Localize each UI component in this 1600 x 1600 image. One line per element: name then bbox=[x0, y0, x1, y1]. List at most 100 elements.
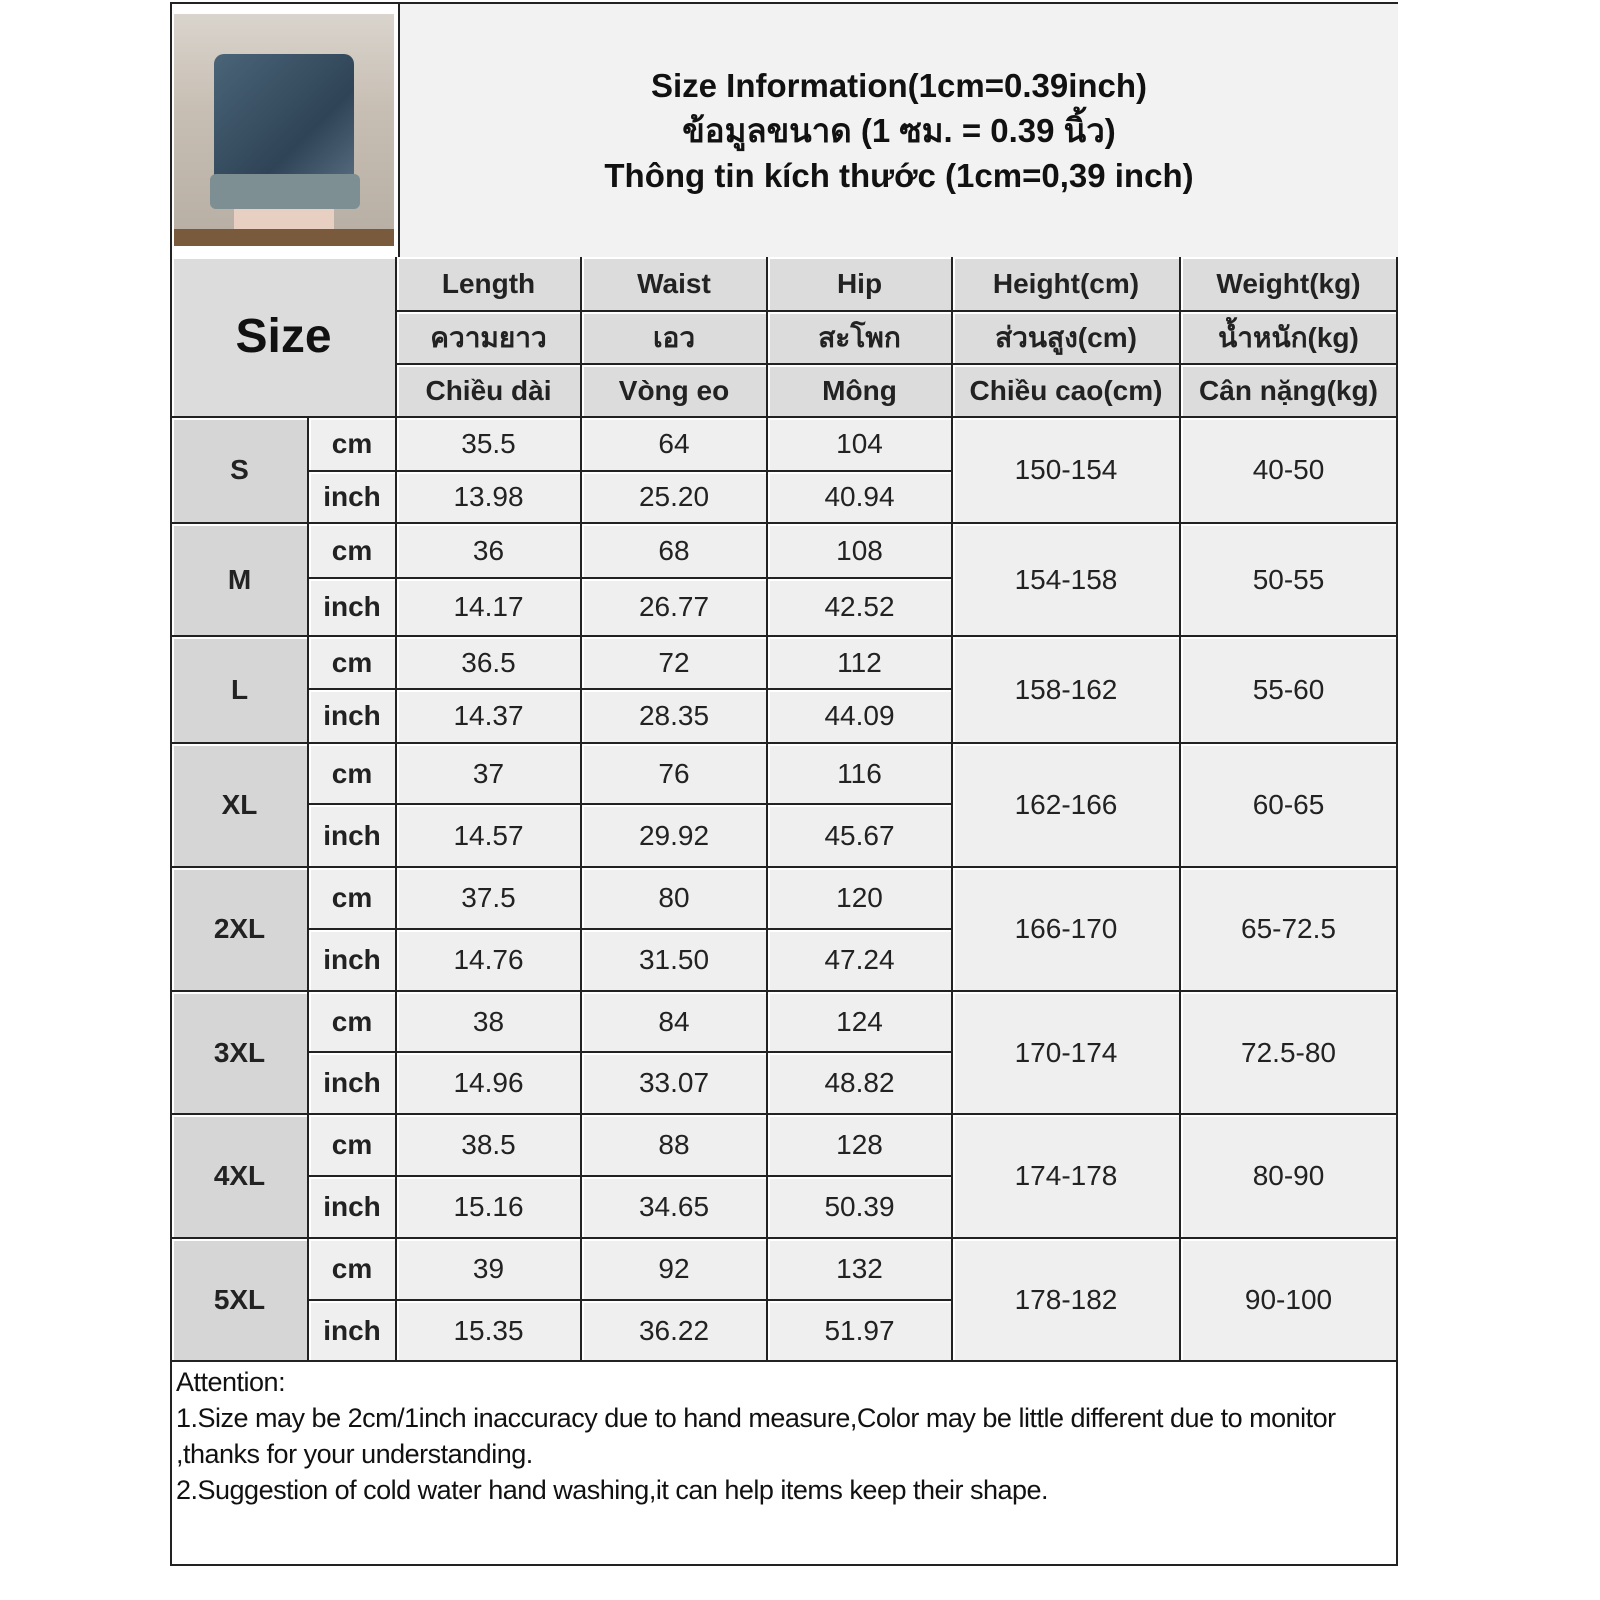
inch-value: 14.57 bbox=[397, 805, 582, 868]
unit-cm: cm bbox=[309, 868, 397, 930]
title-th: ข้อมูลขนาด (1 ซม. = 0.39 นิ้ว) bbox=[682, 112, 1116, 149]
cm-value: 112 bbox=[768, 637, 953, 690]
height-range: 178-182 bbox=[953, 1239, 1181, 1362]
weight-range: 40-50 bbox=[1181, 418, 1396, 524]
attention-notes: Attention: 1.Size may be 2cm/1inch inacc… bbox=[176, 1364, 1386, 1508]
column-header-vi: Chiều dài bbox=[397, 365, 582, 418]
cm-value: 72 bbox=[582, 637, 768, 690]
chart-header: Size Information(1cm=0.39inch) ข้อมูลขนา… bbox=[172, 4, 1398, 259]
column-header-th: สะโพก bbox=[768, 312, 953, 365]
attention-heading: Attention: bbox=[176, 1367, 286, 1397]
column-header-th: น้ำหนัก(kg) bbox=[1181, 312, 1396, 365]
inch-value: 31.50 bbox=[582, 930, 768, 992]
weight-range: 72.5-80 bbox=[1181, 992, 1396, 1115]
cm-value: 38.5 bbox=[397, 1115, 582, 1177]
inch-value: 47.24 bbox=[768, 930, 953, 992]
column-header-en: Hip bbox=[768, 257, 953, 312]
cm-value: 36.5 bbox=[397, 637, 582, 690]
inch-value: 14.76 bbox=[397, 930, 582, 992]
column-header-th: ความยาว bbox=[397, 312, 582, 365]
cm-value: 80 bbox=[582, 868, 768, 930]
cm-value: 36 bbox=[397, 524, 582, 579]
size-label: S bbox=[172, 418, 309, 524]
cm-value: 88 bbox=[582, 1115, 768, 1177]
column-header-vi: Chiều cao(cm) bbox=[953, 365, 1181, 418]
size-table: Size Length Waist Hip Height(cm) Weight(kg) คว… bbox=[172, 257, 1396, 1362]
cm-value: 38 bbox=[397, 992, 582, 1053]
cm-value: 35.5 bbox=[397, 418, 582, 472]
height-range: 154-158 bbox=[953, 524, 1181, 637]
size-label: 3XL bbox=[172, 992, 309, 1115]
inch-value: 14.17 bbox=[397, 579, 582, 637]
height-range: 162-166 bbox=[953, 744, 1181, 868]
size-header: Size bbox=[172, 257, 397, 418]
inch-value: 48.82 bbox=[768, 1053, 953, 1115]
size-label: 5XL bbox=[172, 1239, 309, 1362]
unit-inch: inch bbox=[309, 579, 397, 637]
inch-value: 36.22 bbox=[582, 1301, 768, 1362]
weight-range: 55-60 bbox=[1181, 637, 1396, 744]
cm-value: 116 bbox=[768, 744, 953, 805]
height-range: 166-170 bbox=[953, 868, 1181, 992]
weight-range: 65-72.5 bbox=[1181, 868, 1396, 992]
inch-value: 26.77 bbox=[582, 579, 768, 637]
size-chart: Size Information(1cm=0.39inch) ข้อมูลขนา… bbox=[170, 2, 1398, 1566]
unit-inch: inch bbox=[309, 805, 397, 868]
cm-value: 128 bbox=[768, 1115, 953, 1177]
inch-value: 42.52 bbox=[768, 579, 953, 637]
attention-note-1: 1.Size may be 2cm/1inch inaccuracy due t… bbox=[176, 1403, 1336, 1469]
unit-inch: inch bbox=[309, 1177, 397, 1239]
cm-value: 37 bbox=[397, 744, 582, 805]
column-header-th: เอว bbox=[582, 312, 768, 365]
inch-value: 25.20 bbox=[582, 472, 768, 524]
product-photo bbox=[174, 14, 394, 246]
weight-range: 50-55 bbox=[1181, 524, 1396, 637]
inch-value: 51.97 bbox=[768, 1301, 953, 1362]
cm-value: 108 bbox=[768, 524, 953, 579]
size-label: M bbox=[172, 524, 309, 637]
size-label: L bbox=[172, 637, 309, 744]
unit-inch: inch bbox=[309, 472, 397, 524]
weight-range: 80-90 bbox=[1181, 1115, 1396, 1239]
cm-value: 120 bbox=[768, 868, 953, 930]
inch-value: 33.07 bbox=[582, 1053, 768, 1115]
unit-cm: cm bbox=[309, 1115, 397, 1177]
title-box: Size Information(1cm=0.39inch) ข้อมูลขนา… bbox=[398, 4, 1398, 257]
inch-value: 15.16 bbox=[397, 1177, 582, 1239]
height-range: 158-162 bbox=[953, 637, 1181, 744]
weight-range: 90-100 bbox=[1181, 1239, 1396, 1362]
unit-cm: cm bbox=[309, 1239, 397, 1301]
column-header-en: Waist bbox=[582, 257, 768, 312]
cm-value: 76 bbox=[582, 744, 768, 805]
inch-value: 44.09 bbox=[768, 690, 953, 744]
inch-value: 28.35 bbox=[582, 690, 768, 744]
inch-value: 40.94 bbox=[768, 472, 953, 524]
unit-cm: cm bbox=[309, 637, 397, 690]
inch-value: 50.39 bbox=[768, 1177, 953, 1239]
cm-value: 92 bbox=[582, 1239, 768, 1301]
cm-value: 84 bbox=[582, 992, 768, 1053]
unit-inch: inch bbox=[309, 690, 397, 744]
height-range: 174-178 bbox=[953, 1115, 1181, 1239]
height-range: 170-174 bbox=[953, 992, 1181, 1115]
size-label: XL bbox=[172, 744, 309, 868]
size-label: 2XL bbox=[172, 868, 309, 992]
cm-value: 39 bbox=[397, 1239, 582, 1301]
column-header-vi: Vòng eo bbox=[582, 365, 768, 418]
column-header-en: Height(cm) bbox=[953, 257, 1181, 312]
column-header-th: ส่วนสูง(cm) bbox=[953, 312, 1181, 365]
cm-value: 37.5 bbox=[397, 868, 582, 930]
cm-value: 104 bbox=[768, 418, 953, 472]
inch-value: 34.65 bbox=[582, 1177, 768, 1239]
inch-value: 15.35 bbox=[397, 1301, 582, 1362]
unit-cm: cm bbox=[309, 744, 397, 805]
unit-inch: inch bbox=[309, 1053, 397, 1115]
unit-inch: inch bbox=[309, 930, 397, 992]
inch-value: 29.92 bbox=[582, 805, 768, 868]
cm-value: 132 bbox=[768, 1239, 953, 1301]
column-header-en: Length bbox=[397, 257, 582, 312]
inch-value: 13.98 bbox=[397, 472, 582, 524]
cm-value: 68 bbox=[582, 524, 768, 579]
height-range: 150-154 bbox=[953, 418, 1181, 524]
column-header-vi: Mông bbox=[768, 365, 953, 418]
